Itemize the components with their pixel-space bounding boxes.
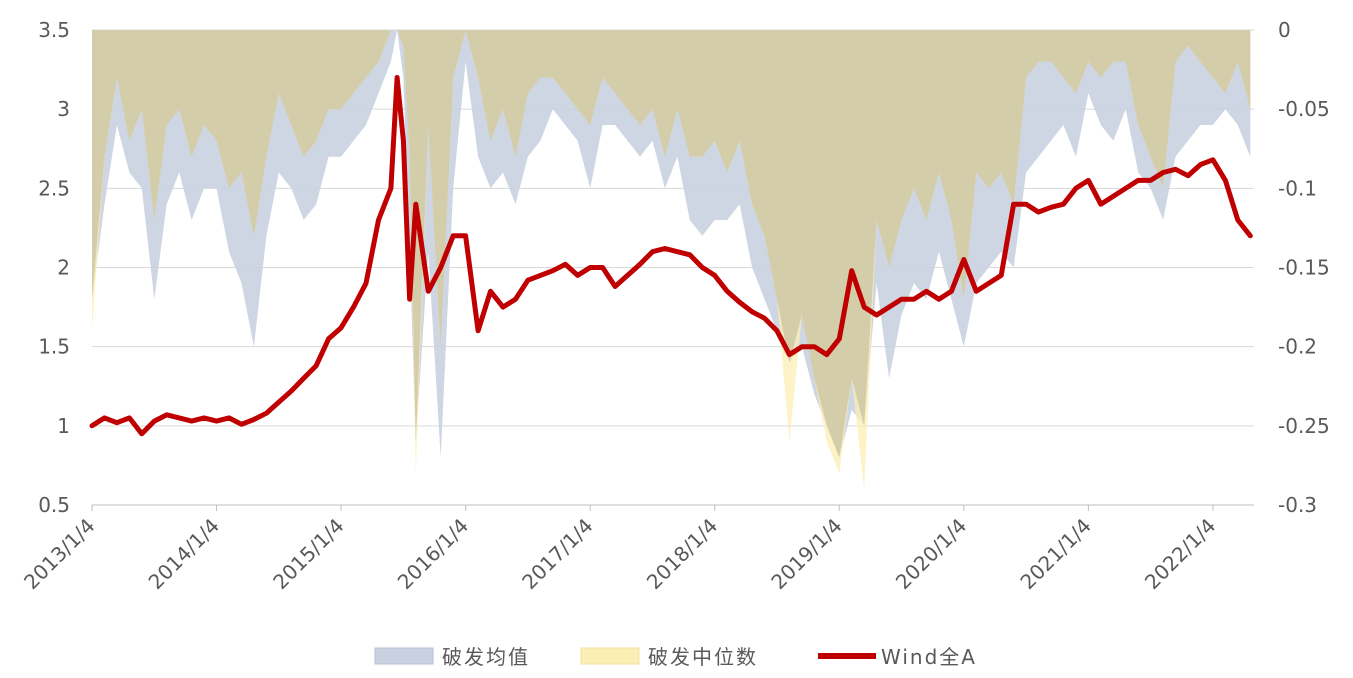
y-right-tick-label: -0.15 xyxy=(1278,256,1330,280)
y-left-tick-label: 2.5 xyxy=(38,176,70,200)
y-right-tick-label: -0.05 xyxy=(1278,97,1330,121)
y-left-tick-label: 3 xyxy=(57,97,70,121)
legend-swatch-mean xyxy=(374,647,434,665)
x-tick-label: 2013/1/4 xyxy=(19,514,99,594)
legend-label-mean: 破发均值 xyxy=(442,645,530,669)
x-tick-label: 2016/1/4 xyxy=(393,514,473,594)
x-tick-label: 2014/1/4 xyxy=(144,514,224,594)
y-left-tick-label: 1 xyxy=(57,414,70,438)
x-tick-label: 2019/1/4 xyxy=(766,514,846,594)
legend-label-winda: Wind全A xyxy=(881,645,977,669)
area-overlap xyxy=(92,30,1251,458)
x-tick-label: 2018/1/4 xyxy=(642,514,722,594)
y-right-tick-label: -0.25 xyxy=(1278,414,1330,438)
line-series xyxy=(89,75,1253,437)
area-series xyxy=(92,30,1251,490)
x-tick-label: 2020/1/4 xyxy=(891,514,971,594)
y-left-tick-label: 0.5 xyxy=(38,493,70,517)
line-series-0 xyxy=(89,75,1253,437)
legend-swatch-median xyxy=(580,647,640,665)
y-right-tick-label: -0.2 xyxy=(1278,335,1317,359)
x-tick-label: 2017/1/4 xyxy=(517,514,597,594)
y-left-tick-label: 2 xyxy=(57,256,70,280)
x-tick-label: 2015/1/4 xyxy=(268,514,348,594)
x-tick-label: 2022/1/4 xyxy=(1140,514,1220,594)
y-left-tick-label: 1.5 xyxy=(38,335,70,359)
y-right-tick-label: -0.3 xyxy=(1278,493,1317,517)
y-left-tick-label: 3.5 xyxy=(38,18,70,42)
y-right-tick-label: 0 xyxy=(1278,18,1291,42)
legend-label-median: 破发中位数 xyxy=(648,645,758,669)
y-right-tick-label: -0.1 xyxy=(1278,176,1317,200)
x-tick-label: 2021/1/4 xyxy=(1015,514,1095,594)
legend: 破发均值 破发中位数 Wind全A xyxy=(374,645,977,669)
